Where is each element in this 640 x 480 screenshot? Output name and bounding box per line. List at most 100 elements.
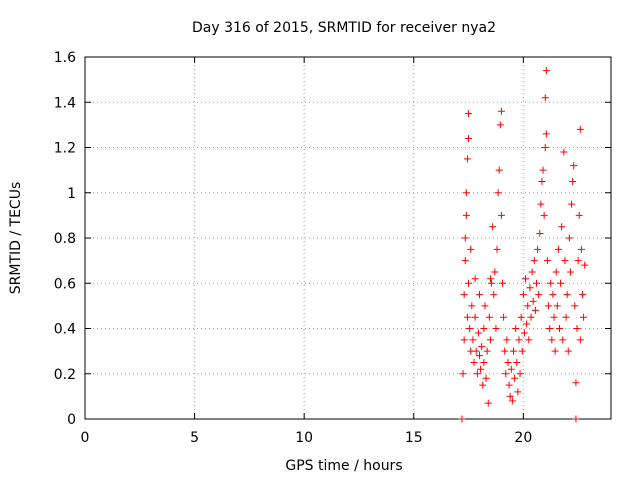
data-point: [473, 370, 481, 378]
y-tick-label: 0.8: [54, 231, 76, 247]
data-point: [571, 302, 579, 310]
data-point: [529, 297, 537, 305]
data-point: [541, 94, 549, 102]
data-point: [463, 313, 471, 321]
data-point: [555, 325, 563, 332]
data-point: [471, 313, 479, 321]
y-tick-label: 1.6: [54, 50, 76, 66]
data-point: [516, 370, 524, 378]
data-point: [482, 374, 490, 382]
data-point: [506, 392, 514, 400]
data-point: [565, 234, 573, 242]
x-axis-label: GPS time / hours: [285, 458, 402, 474]
data-point: [568, 200, 576, 208]
data-point: [469, 336, 477, 344]
data-point: [486, 275, 494, 283]
data-point: [514, 388, 522, 396]
x-tick-label: 5: [190, 430, 199, 446]
data-point: [525, 336, 533, 344]
data-point: [466, 325, 474, 332]
data-point: [576, 125, 584, 133]
data-point: [570, 162, 578, 170]
data-point: [479, 381, 487, 389]
data-point: [572, 379, 580, 387]
data-point: [488, 279, 496, 287]
data-point: [569, 177, 577, 185]
y-tick-label: 0.4: [54, 322, 76, 338]
data-point: [573, 325, 581, 332]
data-point: [486, 336, 494, 344]
data-point: [579, 291, 587, 299]
data-point: [550, 313, 558, 321]
data-point: [465, 134, 473, 142]
data-point: [522, 275, 530, 283]
data-point: [462, 189, 470, 197]
data-point: [541, 144, 549, 151]
axis-ticks: 0 0.2 0.4 0.6 0.8 1 1.2 1.4 1.6 0 5 10 15 20: [54, 50, 611, 446]
data-point: [471, 275, 479, 283]
data-point: [528, 268, 536, 276]
data-point: [523, 320, 531, 328]
data-point: [490, 291, 498, 299]
data-point: [572, 415, 580, 423]
data-point: [549, 291, 557, 299]
data-point: [513, 358, 521, 366]
x-tick-label: 15: [405, 430, 423, 446]
data-point: [485, 313, 493, 321]
data-point: [552, 268, 560, 276]
data-point: [476, 352, 483, 360]
data-point: [557, 279, 565, 287]
data-point: [465, 279, 473, 287]
data-point: [503, 336, 511, 344]
data-point: [502, 370, 510, 378]
data-point: [493, 245, 501, 253]
data-point: [489, 223, 497, 231]
x-tick-label: 0: [81, 430, 90, 446]
data-point: [517, 313, 525, 321]
data-point: [562, 313, 570, 321]
data-point: [468, 302, 476, 310]
data-point: [531, 306, 539, 314]
data-point: [460, 336, 468, 344]
data-point: [511, 374, 519, 382]
data-point: [536, 229, 544, 237]
data-point: [504, 358, 512, 366]
data-point: [462, 211, 470, 219]
data-point: [512, 325, 520, 332]
data-point: [545, 302, 553, 310]
data-point: [530, 257, 538, 265]
plot-frame: [84, 56, 612, 420]
data-point: [574, 257, 582, 265]
x-tick-label: 10: [295, 430, 313, 446]
x-tick-label: 20: [514, 430, 532, 446]
data-point: [540, 211, 548, 219]
data-point: [481, 302, 489, 310]
data-point: [499, 279, 507, 287]
data-point: [532, 279, 540, 287]
data-point: [554, 245, 562, 253]
data-point: [483, 347, 491, 355]
data-point: [548, 336, 556, 344]
data-point: [497, 107, 505, 115]
data-point: [577, 245, 585, 253]
data-point: [553, 302, 561, 310]
data-point: [547, 279, 555, 287]
data-point: [576, 336, 584, 344]
grid-lines: [85, 57, 611, 419]
data-point: [564, 347, 572, 355]
data-point: [501, 347, 509, 355]
data-point: [476, 291, 483, 299]
data-point: [518, 347, 526, 355]
data-point: [551, 347, 559, 355]
data-point: [537, 200, 545, 208]
data-point: [539, 166, 547, 174]
y-tick-label: 1.4: [54, 95, 76, 111]
data-point: [461, 257, 469, 265]
data-point: [546, 325, 554, 332]
data-point: [538, 177, 546, 185]
y-tick-label: 0: [67, 412, 76, 428]
data-point: [467, 245, 475, 253]
data-point: [494, 189, 502, 197]
data-point: [558, 223, 566, 231]
